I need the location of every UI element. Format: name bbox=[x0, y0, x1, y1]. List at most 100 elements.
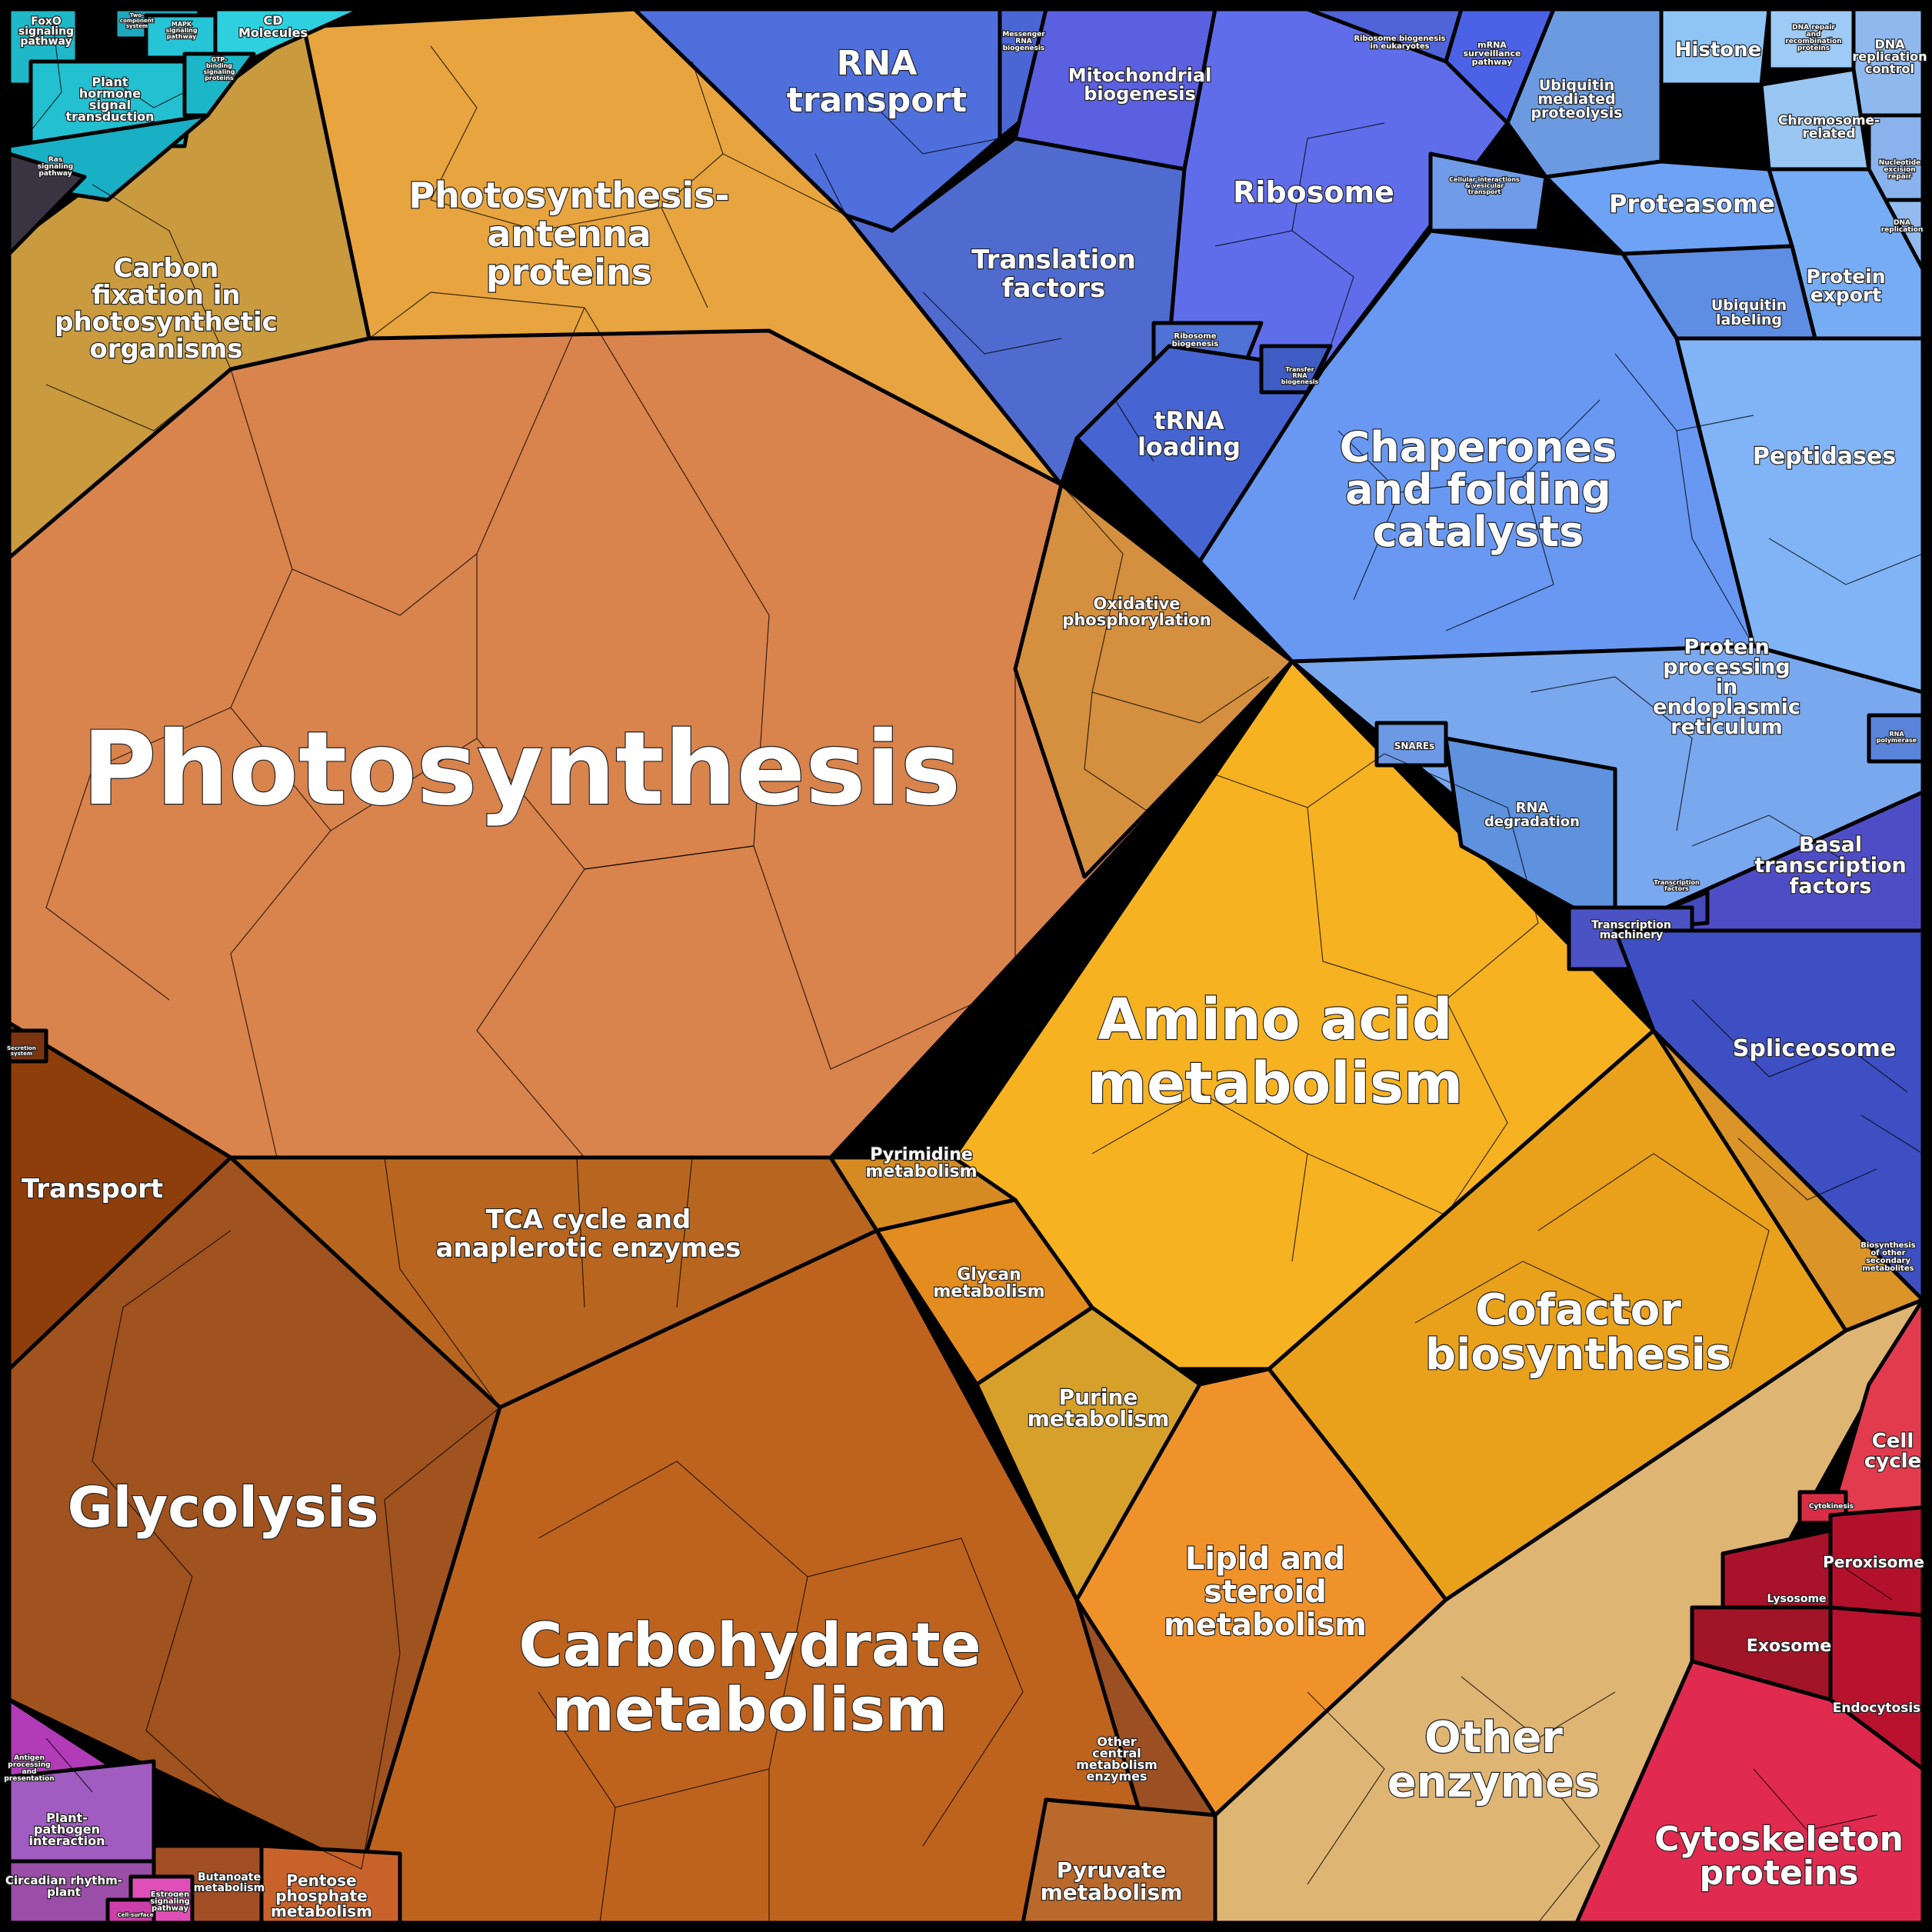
region-label-oxidative-phosphorylation: Oxidative phosphorylation bbox=[1062, 595, 1211, 629]
region-label-line: metabolism bbox=[933, 1282, 1044, 1301]
region-label-photosynthesis-antenna-proteins: Photosynthesis-antenna proteins bbox=[408, 175, 729, 293]
region-label-line: replication bbox=[1853, 49, 1927, 64]
subcell-edge bbox=[145, 1576, 362, 1870]
region-label-line: Cytokinesis bbox=[1809, 1503, 1854, 1511]
region-label-chaperones-and-folding-catalysts: Chaperones and folding catalysts bbox=[1340, 423, 1617, 556]
subcell-edge bbox=[1753, 1768, 1877, 1831]
region-label-cell-cycle: Cell cycle bbox=[1864, 1430, 1921, 1473]
region-label-line: transport bbox=[787, 81, 967, 120]
region-label-line: polymerase bbox=[1877, 737, 1917, 744]
region-label-line: photosynthetic bbox=[55, 307, 278, 338]
region-label-gtp-binding-signaling-proteins: GTP-binding signaling proteins bbox=[203, 56, 235, 82]
subcell-edge bbox=[538, 61, 724, 232]
region-label-line: antenna bbox=[487, 213, 651, 255]
region-label-line: proteins bbox=[1797, 45, 1830, 52]
region-label-line: Purine bbox=[1059, 1384, 1138, 1410]
region-label-line: organisms bbox=[89, 334, 242, 365]
region-label-transcription-machinery: Transcription machinery bbox=[1591, 919, 1671, 941]
region-label-line: Transcription bbox=[1654, 879, 1700, 886]
subcell-edge bbox=[1214, 230, 1354, 370]
region-label-line: Cytoskeleton bbox=[1654, 1820, 1904, 1859]
region-cell-oxidative-phosphorylation bbox=[1013, 482, 1294, 879]
region-label-line: Peroxisome bbox=[1823, 1553, 1924, 1571]
region-label-line: Ribosome bbox=[1174, 332, 1216, 341]
region-label-cytoskeleton-proteins: Cytoskeleton proteins bbox=[1654, 1820, 1904, 1893]
region-label-line: in bbox=[1716, 675, 1737, 699]
region-label-cofactor-biosynthesis: Cofactor biosynthesis bbox=[1425, 1285, 1731, 1380]
region-label-line: signaling bbox=[150, 1897, 190, 1906]
region-label-line: Plant- bbox=[46, 1810, 88, 1825]
region-label-line: Secretion bbox=[7, 1045, 36, 1051]
region-label-line: RNA bbox=[1292, 372, 1307, 379]
region-label-ubiquitin-labeling: Ubiquitin labeling bbox=[1711, 297, 1787, 328]
region-label-line: pathway bbox=[1472, 57, 1513, 67]
region-label-line: Glycolysis bbox=[68, 1475, 379, 1540]
region-label-peroxisome: Peroxisome bbox=[1823, 1553, 1924, 1571]
subcell-edge bbox=[45, 1830, 108, 1847]
region-label-tca-cycle-and-anaplerotic-enzymes: TCA cycle and anaplerotic enzymes bbox=[435, 1204, 741, 1264]
subdivision-lines bbox=[30, 30, 1924, 1924]
region-label-mitochondrial-biogenesis: Mitochondrial biogenesis bbox=[1068, 65, 1212, 105]
region-label-line: RNA bbox=[1015, 38, 1031, 45]
region-label-transcription-factors: Transcription factors bbox=[1654, 879, 1700, 892]
region-label-estrogen-signaling-pathway: Estrogen signaling pathway bbox=[150, 1890, 190, 1913]
subcell-edge bbox=[45, 1737, 93, 1793]
region-label-line: FoxO bbox=[31, 15, 62, 28]
region-label-snares: SNAREs bbox=[1394, 741, 1435, 751]
region-label-line: export bbox=[1810, 284, 1881, 306]
region-label-line: Peptidases bbox=[1753, 443, 1896, 470]
region-label-line: machinery bbox=[1600, 929, 1664, 941]
region-label-line: Proteasome bbox=[1609, 189, 1775, 218]
region-label-line: enzymes bbox=[1086, 1769, 1147, 1784]
region-label-line: signaling bbox=[165, 27, 198, 34]
region-label-line: transcription bbox=[1754, 854, 1907, 878]
region-label-line: Other bbox=[1424, 1713, 1563, 1763]
region-label-line: Nucleotide bbox=[1879, 159, 1921, 167]
region-label-line: pathway bbox=[152, 1904, 188, 1913]
region-label-line: Basal bbox=[1799, 833, 1862, 857]
region-label-line: surveillance bbox=[1464, 48, 1521, 58]
subcell-edge bbox=[107, 76, 185, 108]
region-label-glycan-metabolism: Glycan metabolism bbox=[933, 1265, 1044, 1301]
region-cell-carbon-fixation-in-photosynthetic-organisms bbox=[7, 25, 371, 560]
region-label-line: Photosynthesis- bbox=[408, 175, 729, 216]
region-label-dna-replication-control: DNA replication control bbox=[1853, 37, 1927, 76]
region-label-line: Exosome bbox=[1747, 1637, 1831, 1656]
subcell-edge bbox=[1691, 999, 1908, 1093]
region-label-line: Chaperones bbox=[1340, 423, 1617, 471]
region-label-line: proteins bbox=[1700, 1854, 1859, 1893]
region-label-line: factors bbox=[1790, 874, 1872, 898]
region-label-line: Spliceosome bbox=[1733, 1035, 1896, 1062]
region-label-line: Ubiquitin bbox=[1711, 297, 1787, 314]
region-cell-cell-surface bbox=[105, 1897, 156, 1925]
region-label-line: Cellular interactions bbox=[1449, 176, 1520, 183]
region-label-line: Transfer bbox=[1285, 366, 1314, 373]
region-label-line: Cell bbox=[1872, 1430, 1914, 1453]
subcell-edge bbox=[30, 30, 62, 132]
region-label-protein-processing-in-endoplasmic-reticulum: Protein processing in endoplasmic reticulum bbox=[1653, 635, 1800, 739]
region-label-line: Pyrimidine bbox=[870, 1145, 973, 1164]
region-label-line: plant bbox=[47, 1885, 81, 1899]
region-label-line: Carbohydrate bbox=[518, 1611, 981, 1681]
region-label-line: mRNA bbox=[1477, 40, 1507, 50]
region-label-line: metabolism bbox=[1088, 1051, 1463, 1117]
subcell-edge bbox=[1768, 538, 1924, 585]
region-label-rna-polymerase: RNA polymerase bbox=[1877, 731, 1917, 744]
region-label-line: phosphorylation bbox=[1062, 611, 1211, 629]
region-label-chromosome-related: Chromosome-related bbox=[1778, 113, 1880, 142]
region-label-line: repair bbox=[1888, 173, 1912, 181]
region-label-line: Antigen bbox=[14, 1754, 45, 1762]
subcell-edge bbox=[1461, 1676, 1616, 1739]
subcell-edge bbox=[676, 1157, 693, 1308]
region-label-line: signaling bbox=[203, 68, 235, 75]
region-label-line: Pentose bbox=[286, 1871, 356, 1890]
region-label-transport: Transport bbox=[22, 1174, 163, 1204]
region-label-line: Biosynthesis bbox=[1860, 1241, 1916, 1250]
region-label-line: Molecules bbox=[238, 25, 308, 40]
region-label-rna-degradation: RNA degradation bbox=[1484, 800, 1580, 830]
region-label-line: Ubiquitin bbox=[1539, 77, 1614, 94]
subcell-edge bbox=[861, 92, 1001, 155]
subcell-edge bbox=[92, 1230, 232, 1577]
region-label-line: Ras bbox=[48, 156, 62, 164]
